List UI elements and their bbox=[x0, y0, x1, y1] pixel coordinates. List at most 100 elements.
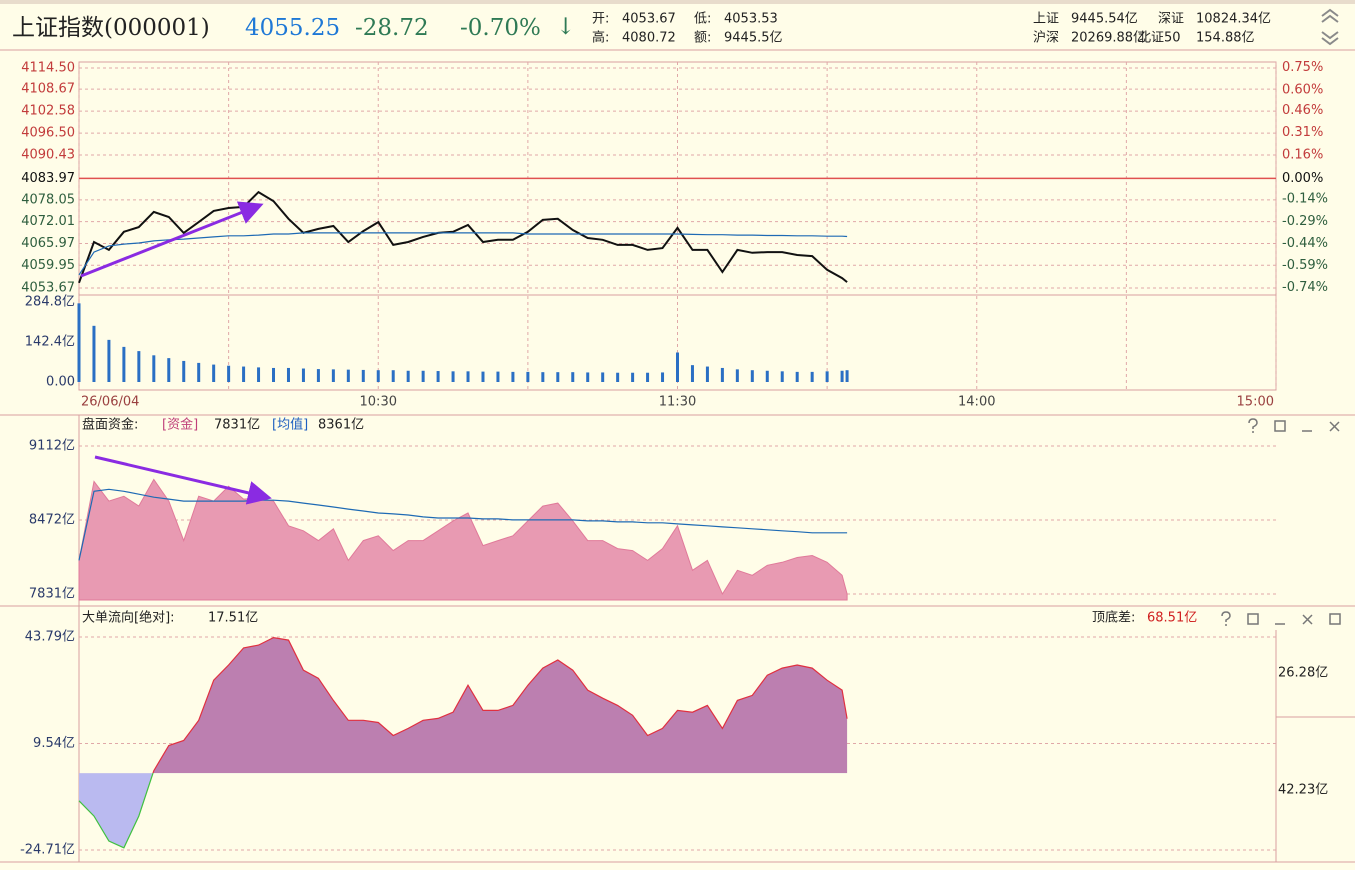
y-tick-label: 4114.50 bbox=[21, 61, 75, 76]
volume-bar bbox=[436, 371, 440, 382]
volume-bar bbox=[511, 371, 515, 382]
close-button[interactable] bbox=[1329, 421, 1340, 432]
y-tick-label: 284.8亿 bbox=[25, 295, 75, 310]
market-value: 9445.54亿 bbox=[1071, 12, 1138, 27]
market-value: 10824.34亿 bbox=[1196, 12, 1271, 27]
change: -28.72 bbox=[355, 15, 429, 41]
volume-bar bbox=[586, 372, 590, 382]
y-tick-label: 4102.58 bbox=[21, 104, 75, 119]
y-tick-label: 4078.05 bbox=[21, 192, 75, 207]
help-button[interactable] bbox=[1221, 611, 1231, 626]
x-tick-label: 14:00 bbox=[958, 395, 995, 410]
volume-bar bbox=[122, 346, 126, 382]
volume-bar bbox=[765, 370, 769, 382]
stat-label: 开: bbox=[592, 12, 609, 27]
x-tick-label: 11:30 bbox=[659, 395, 696, 410]
y2-tick-label: -0.59% bbox=[1282, 258, 1328, 273]
y-tick-label: 8472亿 bbox=[29, 512, 75, 527]
y-tick-label: 7831亿 bbox=[29, 587, 75, 602]
y2-tick-label: 0.16% bbox=[1282, 147, 1323, 162]
legend-value: 8361亿 bbox=[318, 418, 364, 433]
y-tick-label: 9.54亿 bbox=[33, 736, 75, 751]
stat-value: 4053.53 bbox=[724, 12, 778, 27]
volume-bar bbox=[316, 369, 320, 382]
close-button[interactable] bbox=[1302, 614, 1313, 625]
stat-label: 高: bbox=[592, 30, 609, 46]
restore-button[interactable] bbox=[1329, 613, 1341, 625]
volume-bar bbox=[556, 372, 560, 382]
y2-tick-label: -0.14% bbox=[1282, 192, 1328, 207]
volume-bar bbox=[421, 370, 425, 382]
market-label: 沪深 bbox=[1033, 30, 1059, 46]
volume-bar bbox=[451, 371, 455, 382]
volume-bar bbox=[391, 370, 395, 382]
index-name: 上证指数(000001) bbox=[12, 15, 210, 41]
y2-tick-label: 0.46% bbox=[1282, 103, 1323, 118]
volume-bar bbox=[346, 369, 350, 382]
volume-bar bbox=[795, 371, 799, 382]
right-label: 26.28亿 bbox=[1278, 666, 1328, 681]
price-line bbox=[78, 232, 848, 276]
volume-bar bbox=[541, 372, 545, 382]
y-tick-label: 142.4亿 bbox=[25, 335, 75, 350]
volume-bar bbox=[750, 370, 754, 382]
volume-bar bbox=[272, 367, 276, 382]
volume-bar bbox=[631, 372, 635, 382]
scroll-up-button[interactable] bbox=[1321, 8, 1339, 23]
y-tick-label: 4096.50 bbox=[21, 126, 75, 141]
volume-bar bbox=[92, 325, 96, 382]
volume-bar bbox=[286, 367, 290, 382]
plots: 26/06/04 10:30 11:30 14:00 15:00 4114.50 4108.… bbox=[20, 60, 1328, 857]
volume-bar bbox=[481, 371, 485, 382]
market-label: 北证50 bbox=[1138, 31, 1181, 46]
volume-bar bbox=[526, 371, 530, 382]
right-label: 42.23亿 bbox=[1278, 783, 1328, 798]
y2-tick-label: 0.31% bbox=[1282, 125, 1323, 140]
volume-bar bbox=[845, 370, 849, 382]
market-label: 深证 bbox=[1158, 12, 1184, 27]
tab-strip bbox=[0, 0, 1355, 4]
market-label: 上证 bbox=[1033, 12, 1059, 27]
volume-bar bbox=[496, 371, 500, 382]
y-tick-label: 4059.95 bbox=[21, 258, 75, 273]
y2-tick-label: -0.29% bbox=[1282, 214, 1328, 229]
x-tick-label: 26/06/04 bbox=[81, 395, 139, 410]
y-tick-label: 9112亿 bbox=[29, 439, 75, 454]
help-button[interactable] bbox=[1248, 418, 1258, 433]
price-line bbox=[78, 190, 848, 284]
volume-bar bbox=[735, 369, 739, 382]
legend-value: 7831亿 bbox=[214, 418, 260, 433]
spread-value: 68.51亿 bbox=[1147, 611, 1197, 626]
fund-area bbox=[78, 478, 848, 601]
stat-value: 4080.72 bbox=[622, 31, 676, 46]
volume-bar bbox=[152, 355, 156, 382]
volume-bar bbox=[77, 303, 81, 382]
y-tick-label: 43.79亿 bbox=[25, 630, 75, 645]
average-line bbox=[78, 488, 848, 561]
annotation-arrow bbox=[80, 201, 264, 278]
volume-bar bbox=[720, 367, 724, 382]
panel-title: 盘面资金: bbox=[82, 417, 138, 433]
scroll-down-button[interactable] bbox=[1321, 31, 1339, 46]
maximize-button[interactable] bbox=[1247, 613, 1259, 625]
market-value: 154.88亿 bbox=[1196, 31, 1255, 46]
x-tick-label: 15:00 bbox=[1237, 395, 1274, 410]
maximize-button[interactable] bbox=[1274, 420, 1286, 432]
y2-tick-label: -0.44% bbox=[1282, 236, 1328, 251]
volume-bar bbox=[301, 368, 305, 382]
volume-bar bbox=[810, 371, 814, 382]
stat-label: 低: bbox=[694, 12, 711, 27]
volume-bar bbox=[182, 360, 186, 382]
volume-bar bbox=[676, 352, 679, 382]
y2-tick-label: 0.60% bbox=[1282, 82, 1323, 97]
volume-bar bbox=[825, 371, 829, 382]
volume-bar bbox=[466, 371, 470, 382]
legend-entry: [资金] bbox=[162, 417, 198, 433]
volume-bar bbox=[331, 369, 335, 382]
volume-bar bbox=[690, 365, 694, 382]
volume-bar bbox=[107, 339, 111, 382]
annotation-arrow bbox=[94, 455, 272, 505]
volume-bar bbox=[137, 351, 141, 382]
y-tick-label: 4053.67 bbox=[21, 281, 75, 296]
